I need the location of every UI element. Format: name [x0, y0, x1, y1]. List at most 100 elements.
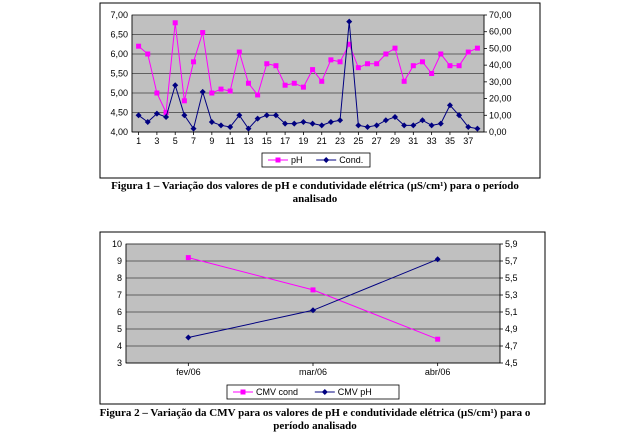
c1-x-tick-label: 1 — [136, 136, 141, 146]
c1-series-point-0 — [419, 59, 425, 65]
c2-legend-marker-0 — [240, 389, 246, 395]
c1-series-point-1 — [465, 123, 472, 130]
c1-series-point-1 — [190, 125, 197, 132]
c1-series-point-0 — [282, 82, 288, 88]
c1-series-point-1 — [382, 117, 389, 124]
c1-x-tick-label: 15 — [262, 136, 272, 146]
figure-2-caption-line-1: Figura 2 – Variação da CMV para os valor… — [99, 407, 531, 419]
c2-y2-tick-label: 5,7 — [505, 256, 518, 266]
c1-x-tick-label: 11 — [225, 136, 234, 146]
c1-legend-marker-1 — [323, 157, 330, 163]
c2-y-tick-label: 7 — [117, 290, 122, 300]
c1-y-tick-label: 4,50 — [110, 108, 128, 118]
c2-series-point-1 — [310, 307, 316, 314]
c1-series-point-0 — [255, 92, 261, 98]
c1-x-tick-label: 29 — [390, 136, 400, 146]
c1-series-point-0 — [191, 59, 197, 65]
c2-legend-label-0: CMV cond — [256, 387, 298, 397]
c1-series-point-0 — [245, 80, 251, 86]
c1-series-point-0 — [474, 45, 480, 51]
c1-x-tick-label: 21 — [317, 136, 327, 146]
c2-y2-tick-label: 5,3 — [505, 290, 518, 300]
c1-series-point-1 — [346, 18, 353, 25]
c1-series-point-0 — [236, 49, 242, 55]
c1-x-tick-label: 37 — [463, 136, 473, 146]
c1-x-tick-label: 33 — [427, 136, 437, 146]
c1-series-point-0 — [337, 59, 343, 65]
c1-series-point-0 — [154, 90, 160, 96]
c1-series-point-1 — [135, 112, 142, 119]
chart-1: 4,00 4,50 5,00 5,50 6,00 6,50 7,00 0,00 10,00 20,… — [99, 2, 541, 179]
c1-series-point-0 — [410, 63, 416, 69]
c1-legend-box — [261, 152, 371, 168]
c1-y2-tick-label: 0,00 — [489, 127, 507, 137]
c1-series-point-1 — [437, 120, 444, 127]
c2-y2-tick-label: 5,1 — [505, 307, 518, 317]
c2-x-tick-label: abr/06 — [425, 367, 451, 377]
c1-series-point-0 — [273, 63, 279, 69]
c1-series-point-0 — [365, 61, 371, 67]
c2-y-tick-label: 3 — [117, 358, 122, 368]
c1-series-point-0 — [300, 84, 306, 90]
c1-series-point-1 — [300, 118, 307, 125]
c1-series-point-0 — [465, 49, 471, 55]
figure-2-caption: Figura 2 – Variação da CMV para os valor… — [0, 407, 630, 433]
c1-y-tick-label: 6,50 — [110, 30, 128, 40]
c1-legend-label-0: pH — [291, 155, 303, 165]
c2-y2-tick-label: 4,9 — [505, 324, 518, 334]
c1-series-point-1 — [474, 125, 481, 132]
c1-legend-marker-0 — [275, 157, 281, 163]
c1-y2-tick-label: 20,00 — [489, 94, 512, 104]
c1-series-point-1 — [181, 112, 188, 119]
c1-x-tick-label: 19 — [298, 136, 308, 146]
c1-series-point-1 — [355, 122, 362, 129]
c1-series-point-0 — [328, 57, 334, 63]
c1-series-point-1 — [364, 123, 371, 130]
c2-y-tick-label: 10 — [112, 239, 122, 249]
c1-y-tick-label: 5,00 — [110, 88, 128, 98]
figure-1-caption-line-2: analisado — [292, 193, 338, 205]
c1-legend-label-1: Cond. — [339, 155, 363, 165]
c1-series-point-1 — [456, 112, 463, 119]
c1-series-point-1 — [282, 120, 289, 127]
c1-series-point-0 — [136, 43, 142, 49]
c1-series-point-0 — [291, 80, 297, 86]
c2-y2-tick-label: 5,5 — [505, 273, 518, 283]
c1-series-point-0 — [163, 110, 169, 115]
c1-series-point-1 — [428, 122, 435, 129]
c2-series-point-0 — [185, 255, 191, 261]
figure-1-caption: Figura 1 – Variação dos valores de pH e … — [0, 180, 630, 206]
c1-series-point-1 — [327, 118, 334, 125]
c1-series-point-1 — [236, 112, 243, 119]
c2-x-tick-label: fev/06 — [176, 367, 201, 377]
c2-series-point-1 — [185, 334, 192, 341]
c1-series-point-1 — [153, 110, 160, 117]
chart-2: 3 4 5 6 7 8 9 10 4,5 4,7 4,9 5,1 5,3 5,5 5,7 5,9 fev/06 m… — [99, 231, 546, 405]
c1-series-point-0 — [310, 67, 316, 73]
c1-y2-tick-label: 60,00 — [489, 27, 512, 37]
c1-series-point-1 — [218, 122, 224, 129]
c1-y-tick-label: 4,00 — [110, 127, 128, 137]
c1-series-point-0 — [319, 78, 325, 84]
c1-series-point-0 — [438, 51, 444, 57]
c1-series-point-0 — [181, 98, 187, 104]
c2-y-tick-label: 5 — [117, 324, 122, 334]
c1-series-point-0 — [346, 41, 352, 47]
c1-series-point-0 — [264, 61, 270, 67]
c1-x-tick-label: 17 — [280, 136, 290, 146]
c2-x-tick-label: mar/06 — [299, 367, 327, 377]
c1-series-point-1 — [163, 113, 170, 120]
c1-series-point-0 — [392, 45, 398, 51]
c1-series-point-0 — [429, 71, 435, 76]
figure-1-caption-line-1: Figura 1 – Variação dos valores de pH e … — [111, 180, 519, 192]
c1-series-point-0 — [145, 51, 151, 57]
c2-y2-tick-label: 5,9 — [505, 239, 518, 249]
c1-series-point-1 — [272, 112, 279, 119]
c1-y-tick-label: 6,00 — [110, 49, 128, 59]
c2-y2-tick-label: 4,5 — [505, 358, 518, 368]
c1-x-tick-label: 7 — [191, 136, 196, 146]
c1-series-point-0 — [447, 63, 453, 69]
c1-series-point-0 — [383, 51, 389, 57]
c1-x-tick-label: 13 — [243, 136, 253, 146]
c1-series-point-0 — [209, 90, 215, 96]
